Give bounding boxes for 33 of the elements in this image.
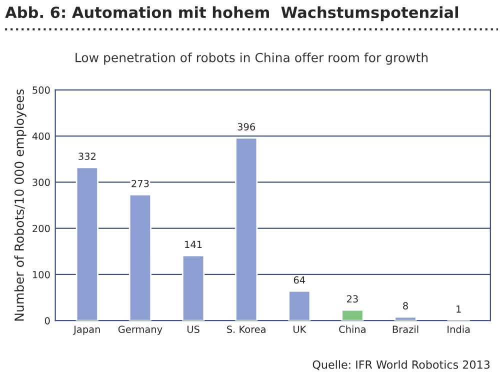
- x-tick-label: UK: [294, 326, 306, 334]
- source-note: Quelle: IFR World Robotics 2013: [312, 360, 490, 370]
- y-tick-label: 300: [32, 178, 50, 186]
- bar: [341, 309, 364, 321]
- x-tick-label: Germany: [118, 326, 162, 335]
- data-label: 396: [238, 123, 256, 130]
- y-tick-label: 500: [32, 86, 50, 94]
- data-label: 23: [346, 295, 358, 303]
- chart-subtitle: Low penetration of robots in China offer room for growth: [76, 52, 428, 65]
- bar: [182, 254, 205, 321]
- y-tick-label: 200: [32, 224, 50, 232]
- data-label: 273: [132, 180, 149, 188]
- bar: [235, 137, 258, 321]
- y-tick-label: 100: [32, 270, 50, 278]
- data-label: 8: [403, 302, 408, 310]
- bar: [288, 290, 311, 321]
- bar: [76, 166, 98, 321]
- bar: [128, 194, 152, 321]
- chart-title: Abb. 6: Automation mit hohem Wachstumspotenzial: [5, 6, 458, 22]
- bar: [394, 316, 417, 321]
- x-tick-label: China: [339, 325, 366, 334]
- x-tick-label: Japan: [73, 326, 100, 335]
- y-tick-label: 400: [32, 132, 50, 140]
- x-tick-label: Brazil: [392, 325, 418, 334]
- data-label: 1: [456, 305, 461, 313]
- data-label: 141: [185, 240, 202, 248]
- data-label: 332: [78, 152, 96, 160]
- data-label: 64: [294, 276, 306, 284]
- x-tick-label: US: [187, 326, 200, 334]
- x-tick-label: India: [448, 325, 470, 334]
- y-axis-title: Number of Robots/10 000 employees: [14, 89, 26, 321]
- x-tick-label: S. Korea: [227, 326, 266, 334]
- y-tick-label: 0: [44, 317, 50, 324]
